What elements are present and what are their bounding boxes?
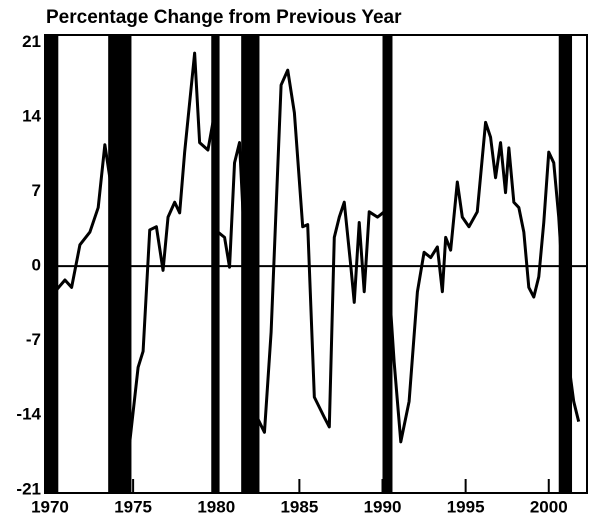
x-tick-label: 1990 [364, 497, 402, 516]
x-tick-label: 1985 [280, 497, 318, 516]
chart-title: Percentage Change from Previous Year [46, 7, 402, 28]
y-tick-label: 0 [32, 256, 41, 275]
recession-band [108, 35, 132, 493]
x-tick-label: 1995 [447, 497, 485, 516]
recession-band [211, 35, 220, 493]
y-tick-label: 21 [22, 32, 41, 51]
x-tick-label: 1970 [31, 497, 69, 516]
recession-band [558, 35, 573, 493]
y-tick-label: 14 [22, 106, 41, 125]
x-tick-label: 1980 [197, 497, 235, 516]
recession-band [241, 35, 260, 493]
plot-frame [44, 34, 588, 494]
y-tick-label: -14 [16, 405, 41, 424]
data-line [53, 51, 581, 444]
y-tick-label: 7 [32, 181, 41, 200]
y-tick-label: -7 [26, 330, 41, 349]
x-tick-label: 2000 [530, 497, 568, 516]
y-tick-label: -21 [16, 479, 41, 498]
recession-band [45, 35, 59, 493]
x-tick-label: 1975 [114, 497, 152, 516]
